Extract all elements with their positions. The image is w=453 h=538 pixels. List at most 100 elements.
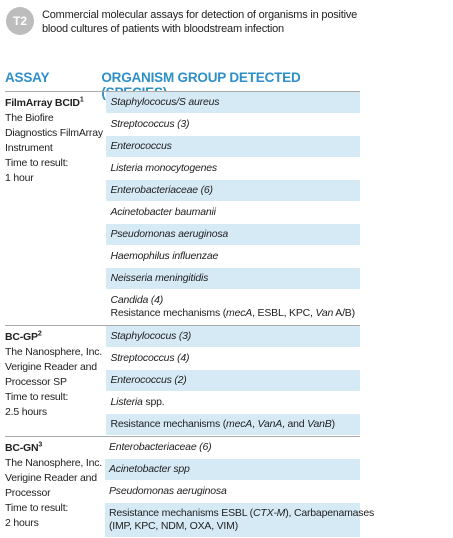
assay-name: BC-GN xyxy=(5,442,39,454)
assay-detail: Diagnostics FilmArray xyxy=(5,127,103,139)
organism-text: mecA xyxy=(226,418,253,430)
table-title: Commercial molecular assays for detectio… xyxy=(42,9,358,35)
organism-line: Staphylococus/S aureus xyxy=(110,96,356,109)
organism-text: (IMP, KPC, NDM, OXA, VIM) xyxy=(109,520,238,532)
organism-row: Acinetobacter spp xyxy=(105,459,360,481)
assay-detail: Time to result: xyxy=(5,391,69,403)
assay-footnote: 2 xyxy=(37,330,42,338)
organism-line: Acinetobacter baumanii xyxy=(110,206,356,219)
organism-list: Staphylococus (3) Streptococcus (4) Entero… xyxy=(106,326,360,436)
organism-text: Streptococcus (3) xyxy=(110,118,190,130)
organism-row: Resistance mechanisms ESBL (CTX-M), Carb… xyxy=(105,503,374,538)
assay-name-line: BC-GN3 xyxy=(5,441,103,456)
organism-text: Enterococcus (2) xyxy=(110,374,187,386)
organism-row: Enterobacteriaceae (6) xyxy=(105,437,360,459)
assay-cell: FilmArray BCID1 The Biofire Diagnostics Fi… xyxy=(5,92,106,325)
assay-detail: The Nanosphere, Inc. xyxy=(5,346,102,358)
assay-detail: Processor SP xyxy=(5,376,67,388)
organism-line: Neisseria meningitidis xyxy=(110,272,356,285)
assay-detail: 1 hour xyxy=(5,172,34,184)
organism-row: Staphylococus/S aureus xyxy=(106,92,360,114)
organism-list: Enterobacteriaceae (6) Acinetobacter spp P… xyxy=(105,437,374,538)
organism-text: spp. xyxy=(142,396,165,408)
organism-text: Acinetobacter spp xyxy=(109,463,190,475)
assay-detail: 2 hours xyxy=(5,517,39,529)
organism-row: Streptococcus (4) xyxy=(106,348,360,370)
organism-line: Haemophilus influenzae xyxy=(110,250,356,263)
table-badge: T2 xyxy=(6,7,34,35)
assay-footnote: 3 xyxy=(38,441,43,449)
organism-line: Acinetobacter spp xyxy=(109,463,356,476)
organism-text: Enterobacteriaceae (6) xyxy=(110,184,213,196)
organism-line: Listeria monocytogenes xyxy=(110,162,356,175)
organism-row: Neisseria meningitidis xyxy=(106,268,360,290)
assay-group: BC-GP2 The Nanosphere, Inc. Verigine Reade… xyxy=(5,325,360,436)
organism-text: Listeria monocytogenes xyxy=(110,162,217,174)
organism-text: Streptococcus (4) xyxy=(110,352,190,364)
organism-text: CTX-M xyxy=(252,507,286,519)
organism-text: mecA xyxy=(226,307,253,319)
assay-name-line: FilmArray BCID1 xyxy=(5,96,104,111)
organism-text: Staphylococus (3) xyxy=(110,330,192,342)
assay-detail: Time to result: xyxy=(5,157,69,169)
organism-line: Pseudomonas aeruginosa xyxy=(110,228,356,241)
organism-list: Staphylococus/S aureus Streptococcus (3) E… xyxy=(106,92,360,325)
organism-row: Resistance mechanisms (mecA, VanA, and V… xyxy=(106,414,360,436)
organism-line: Resistance mechanisms (mecA, VanA, and V… xyxy=(110,418,356,431)
assay-detail: Instrument xyxy=(5,142,53,154)
organism-row: Enterococcus (2) xyxy=(106,370,360,392)
organism-line: (IMP, KPC, NDM, OXA, VIM) xyxy=(109,520,356,533)
organism-text: Resistance mechanisms ( xyxy=(110,307,227,319)
organism-text: Enterococcus xyxy=(110,140,172,152)
organism-text: VanB xyxy=(307,418,332,430)
assay-detail: 2.5 hours xyxy=(5,406,47,418)
assay-detail: Time to result: xyxy=(5,502,69,514)
organism-text: VanA xyxy=(257,418,283,430)
organism-row: Listeria monocytogenes xyxy=(106,158,360,180)
organism-line: Streptococcus (4) xyxy=(110,352,356,365)
organism-line: Enterococcus (2) xyxy=(110,374,356,387)
table: FilmArray BCID1 The Biofire Diagnostics Fi… xyxy=(5,91,374,538)
assay-detail: Verigine Reader and xyxy=(5,361,97,373)
organism-text: Resistance mechanisms ESBL ( xyxy=(109,507,253,519)
organism-text: ), Carbapenamases xyxy=(285,507,375,519)
organism-text: A/B) xyxy=(333,307,355,319)
organism-text: Pseudomonas aeruginosa xyxy=(109,485,227,497)
assay-name: BC-GP xyxy=(5,331,38,343)
assay-detail: Verigine Reader and xyxy=(5,472,97,484)
organism-text: Haemophilus influenzae xyxy=(110,250,219,262)
organism-row: Listeria spp. xyxy=(106,392,360,414)
organism-text: , and xyxy=(282,418,308,430)
organism-text: Pseudomonas aeruginosa xyxy=(110,228,229,240)
organism-line: Enterobacteriaceae (6) xyxy=(109,441,356,454)
organism-row: Pseudomonas aeruginosa xyxy=(105,481,360,503)
organism-text: ) xyxy=(331,418,336,430)
assay-name-line: BC-GP2 xyxy=(5,330,104,345)
column-header: ASSAY xyxy=(5,70,50,85)
assay-footnote: 1 xyxy=(79,96,84,104)
organism-text: , ESBL, KPC, xyxy=(252,307,316,319)
organism-row: Candida (4) Resistance mechanisms (mecA, … xyxy=(106,290,360,325)
organism-text: Listeria xyxy=(110,396,143,408)
organism-line: Staphylococus (3) xyxy=(110,330,356,343)
organism-text: Van xyxy=(315,307,334,319)
organism-line: Pseudomonas aeruginosa xyxy=(109,485,356,498)
organism-text: Acinetobacter baumanii xyxy=(110,206,216,218)
organism-line: Enterobacteriaceae (6) xyxy=(110,184,356,197)
assay-name: FilmArray BCID xyxy=(5,97,80,109)
assay-group: FilmArray BCID1 The Biofire Diagnostics Fi… xyxy=(5,91,360,325)
organism-text: Candida (4) xyxy=(110,294,164,306)
assay-detail: The Nanosphere, Inc. xyxy=(5,457,102,469)
organism-row: Enterococcus xyxy=(106,136,360,158)
organism-row: Acinetobacter baumanii xyxy=(106,202,360,224)
organism-line: Candida (4) xyxy=(110,294,356,307)
organism-line: Listeria spp. xyxy=(110,396,356,409)
organism-text: Resistance mechanisms ( xyxy=(110,418,227,430)
organism-row: Enterobacteriaceae (6) xyxy=(106,180,360,202)
organism-line: Resistance mechanisms (mecA, ESBL, KPC, … xyxy=(110,307,356,320)
assay-detail: The Biofire xyxy=(5,112,54,124)
organism-line: Enterococcus xyxy=(110,140,356,153)
organism-row: Haemophilus influenzae xyxy=(106,246,360,268)
organism-row: Pseudomonas aeruginosa xyxy=(106,224,360,246)
